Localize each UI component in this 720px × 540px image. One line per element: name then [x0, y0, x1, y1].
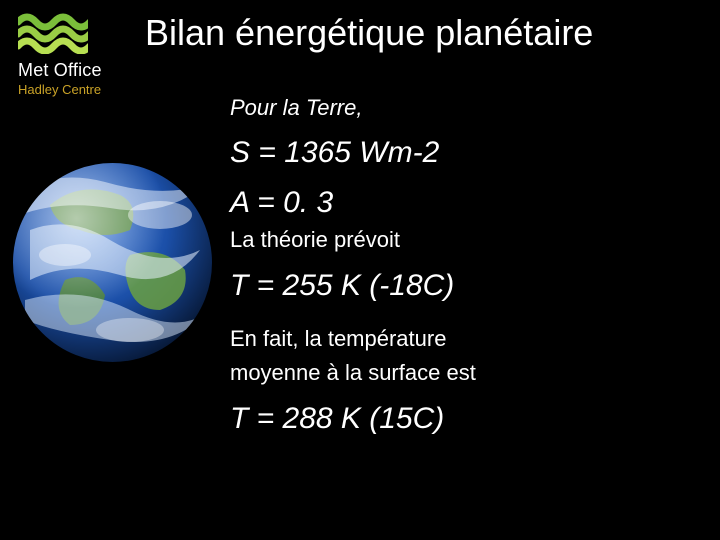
text-line-2: A = 0. 3 — [230, 185, 690, 221]
page-title: Bilan énergétique planétaire — [145, 12, 593, 54]
text-line-3: La théorie prévoit — [230, 227, 690, 253]
brand-logo: Met Office Hadley Centre — [18, 10, 128, 97]
brand-subtitle: Hadley Centre — [18, 82, 128, 97]
content-block: Pour la Terre, S = 1365 Wm-2 A = 0. 3 La th… — [230, 95, 690, 445]
wave-icon — [18, 10, 88, 54]
earth-image — [10, 160, 215, 365]
text-line-6: moyenne à la surface est — [230, 360, 690, 386]
text-line-0: Pour la Terre, — [230, 95, 690, 121]
text-line-4: T = 255 K (-18C) — [230, 268, 690, 304]
text-line-5: En fait, la température — [230, 326, 690, 352]
text-line-7: T = 288 K (15C) — [230, 401, 690, 437]
brand-name: Met Office — [18, 60, 128, 81]
text-line-1: S = 1365 Wm-2 — [230, 135, 690, 171]
